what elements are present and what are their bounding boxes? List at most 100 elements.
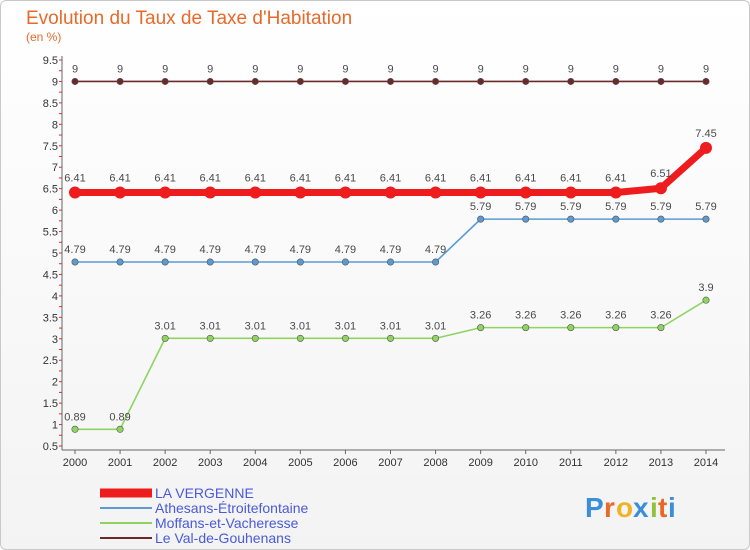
- data-point: [114, 186, 127, 199]
- data-point: [567, 324, 575, 332]
- logo-letter: r: [604, 492, 615, 523]
- y-tick-label: 4: [52, 291, 58, 303]
- data-label: 9: [297, 63, 303, 75]
- data-point: [702, 215, 710, 223]
- data-label: 9: [523, 63, 529, 75]
- data-label: 0.89: [109, 411, 130, 423]
- x-tick-label: 2006: [333, 457, 357, 469]
- y-tick-label: 7: [52, 162, 58, 174]
- data-point: [161, 77, 169, 85]
- data-point: [522, 215, 530, 223]
- data-label: 3.01: [425, 320, 446, 332]
- data-point: [657, 215, 665, 223]
- data-point: [116, 77, 124, 85]
- x-tick-label: 2005: [288, 457, 312, 469]
- data-label: 5.79: [650, 201, 671, 213]
- data-point: [339, 186, 352, 199]
- logo-letter: i: [668, 492, 676, 523]
- data-point: [116, 425, 124, 433]
- data-point: [296, 258, 304, 266]
- data-point: [477, 215, 485, 223]
- data-point: [702, 77, 710, 85]
- x-tick-label: 2002: [153, 457, 177, 469]
- data-point: [612, 215, 620, 223]
- data-label: 4.79: [245, 244, 266, 256]
- logo-letter: i: [650, 492, 658, 523]
- legend-label: LA VERGENNE: [155, 485, 254, 501]
- data-label: 9: [658, 63, 664, 75]
- data-label: 5.79: [470, 201, 491, 213]
- data-point: [296, 77, 304, 85]
- data-label: 3.01: [200, 320, 221, 332]
- data-point: [71, 425, 79, 433]
- data-point: [251, 258, 259, 266]
- data-point: [71, 258, 79, 266]
- y-tick-label: 2.5: [43, 355, 58, 367]
- x-tick-label: 2014: [694, 457, 718, 469]
- data-label: 3.26: [650, 310, 671, 322]
- data-point: [71, 77, 79, 85]
- data-label: 6.41: [515, 173, 536, 185]
- legend-label: Le Val-de-Gouhenans: [155, 530, 291, 546]
- data-label: 9: [72, 63, 78, 75]
- data-point: [386, 258, 394, 266]
- data-label: 3.26: [605, 310, 626, 322]
- y-tick-label: 1.5: [43, 398, 58, 410]
- y-tick-label: 2: [52, 377, 58, 389]
- y-tick-label: 0.5: [43, 441, 58, 453]
- y-tick-label: 4.5: [43, 269, 58, 281]
- data-point: [341, 258, 349, 266]
- data-label: 6.41: [605, 173, 626, 185]
- data-point: [159, 186, 172, 199]
- data-label: 3.26: [515, 310, 536, 322]
- data-point: [341, 334, 349, 342]
- data-label: 3.9: [698, 282, 713, 294]
- data-point: [251, 77, 259, 85]
- data-label: 3.01: [154, 320, 175, 332]
- data-point: [429, 186, 442, 199]
- data-label: 3.01: [380, 320, 401, 332]
- data-point: [341, 77, 349, 85]
- data-label: 6.51: [650, 168, 671, 180]
- data-label: 9: [207, 63, 213, 75]
- data-point: [206, 334, 214, 342]
- data-label: 6.41: [335, 173, 356, 185]
- data-point: [702, 296, 710, 304]
- data-label: 6.41: [109, 173, 130, 185]
- data-point: [432, 334, 440, 342]
- y-tick-label: 8: [52, 119, 58, 131]
- series-0: 9 9 9 9 9 9 9 9 9 9 9 9 9 9 9: [71, 63, 710, 85]
- data-point: [161, 258, 169, 266]
- data-label: 4.79: [380, 244, 401, 256]
- x-tick-label: 2012: [604, 457, 628, 469]
- x-tick-label: 2001: [108, 457, 132, 469]
- data-point: [386, 334, 394, 342]
- data-label: 6.41: [425, 173, 446, 185]
- data-point: [432, 77, 440, 85]
- data-point: [296, 334, 304, 342]
- data-point: [522, 77, 530, 85]
- chart-subtitle: (en %): [26, 30, 61, 44]
- series-2: 0.89 0.89 3.01 3.01 3.01 3.01 3.01 3.01 3.01 3.26…: [64, 282, 714, 433]
- series-3: 6.41 6.41 6.41 6.41 6.41 6.41 6.41 6.41 6.41 6.41…: [64, 128, 717, 199]
- data-point: [519, 186, 532, 199]
- series-line: [71, 144, 710, 197]
- data-label: 6.41: [200, 173, 221, 185]
- data-label: 9: [613, 63, 619, 75]
- data-point: [654, 182, 667, 195]
- data-point: [116, 258, 124, 266]
- legend: LA VERGENNEAthesans-ÉtroitefontaineMoffa…: [100, 485, 309, 546]
- data-label: 6.41: [154, 173, 175, 185]
- data-label: 3.01: [290, 320, 311, 332]
- series-1: 4.79 4.79 4.79 4.79 4.79 4.79 4.79 4.79 4.79 5.79…: [64, 201, 717, 266]
- data-label: 3.26: [560, 310, 581, 322]
- x-tick-label: 2008: [423, 457, 447, 469]
- x-tick-label: 2010: [513, 457, 537, 469]
- data-point: [657, 77, 665, 85]
- logo-letter: x: [633, 492, 649, 523]
- data-label: 5.79: [605, 201, 626, 213]
- x-tick-label: 2003: [198, 457, 222, 469]
- legend-label: Athesans-Étroitefontaine: [155, 500, 309, 516]
- data-point: [386, 77, 394, 85]
